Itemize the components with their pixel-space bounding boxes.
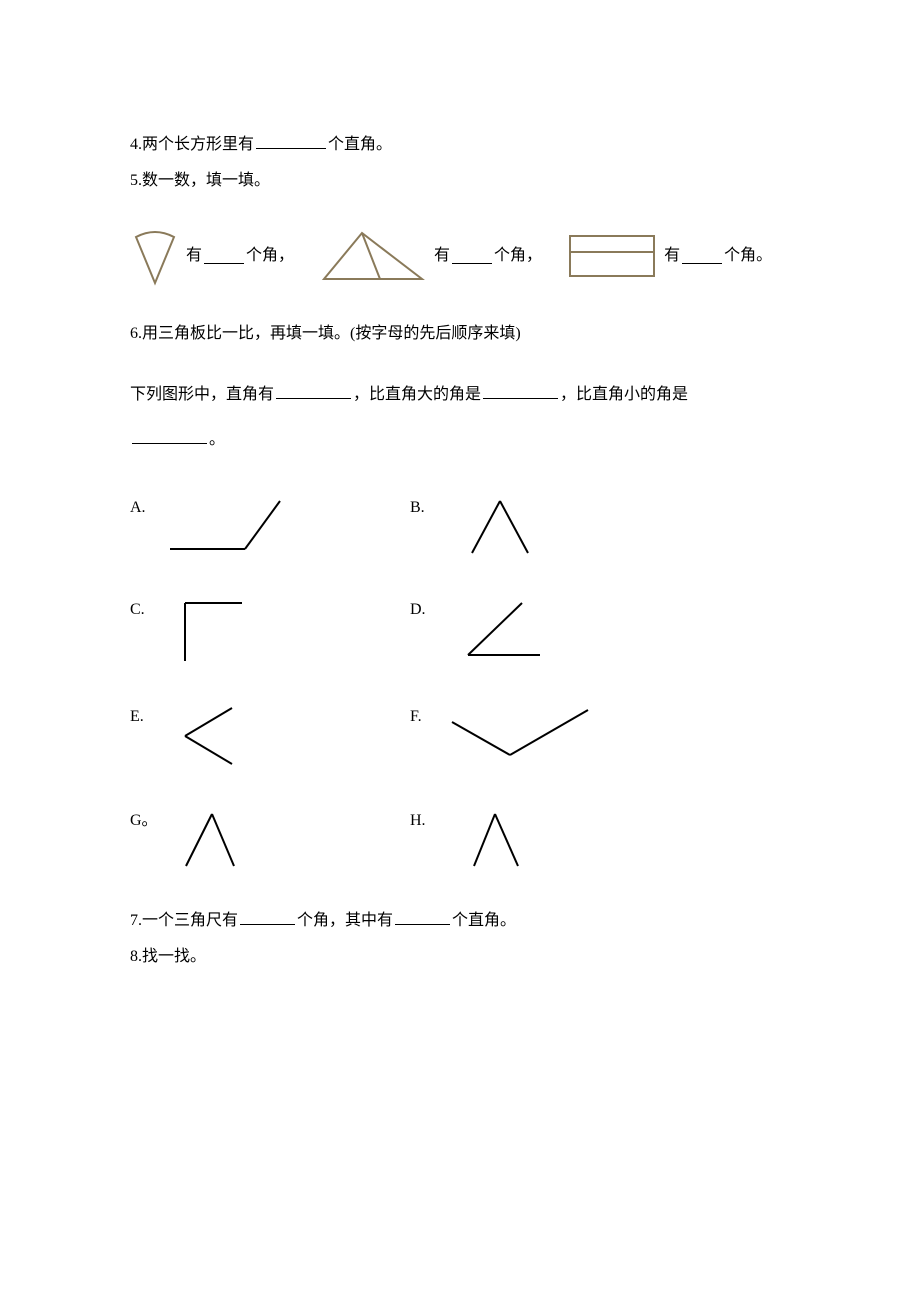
angle-cell-A: A. <box>130 491 410 561</box>
rect-split-icon <box>566 230 658 282</box>
angle-cell-H: H. <box>410 804 690 874</box>
angle-B-icon <box>440 491 560 561</box>
sector-shape-icon <box>130 225 180 287</box>
angle-cell-B: B. <box>410 491 690 561</box>
q5-item2-blank[interactable] <box>682 247 722 264</box>
q5-item-rect: 有 个角。 <box>566 230 772 282</box>
angle-row-2: C. D. <box>130 593 800 668</box>
angle-cell-G: G。 <box>130 804 410 874</box>
angle-label-B: B. <box>410 491 440 523</box>
q6-blank2[interactable] <box>483 382 558 399</box>
q6-blank1[interactable] <box>276 382 351 399</box>
angle-H-icon <box>440 804 550 874</box>
q5-item0-after: 个角， <box>246 241 294 271</box>
angle-cell-E: E. <box>130 700 410 772</box>
angle-D-icon <box>440 593 570 668</box>
q4-suffix: 个直角。 <box>328 136 392 153</box>
question-5-title: 5.数一数，填一填。 <box>130 166 800 196</box>
q4-blank[interactable] <box>256 132 326 149</box>
q5-item2-before: 有 <box>664 241 680 271</box>
q6-angles-grid: A. B. C. <box>130 491 800 874</box>
q7-p1: 7.一个三角尺有 <box>130 912 238 929</box>
q7-blank1[interactable] <box>240 908 295 925</box>
question-6-body: 下列图形中，直角有 ，比直角大的角是 ，比直角小的角是 。 <box>130 373 800 463</box>
angle-row-4: G。 H. <box>130 804 800 874</box>
q5-item-sector: 有 个角， <box>130 225 294 287</box>
q5-item0-blank[interactable] <box>204 247 244 264</box>
q6-part4: 。 <box>209 431 225 448</box>
triangle-split-icon <box>318 227 428 285</box>
angle-label-A: A. <box>130 491 160 523</box>
q5-item2-after: 个角。 <box>724 241 772 271</box>
q4-prefix: 4.两个长方形里有 <box>130 136 254 153</box>
angle-label-G: G。 <box>130 804 160 836</box>
angle-G-icon <box>160 804 270 874</box>
q7-blank2[interactable] <box>395 908 450 925</box>
q6-blank3[interactable] <box>132 427 207 444</box>
q6-part2: ，比直角大的角是 <box>353 386 481 403</box>
angle-E-icon <box>160 700 270 772</box>
angle-row-1: A. B. <box>130 491 800 561</box>
worksheet-page: 4.两个长方形里有个直角。 5.数一数，填一填。 有个角， 有个角， 有个 <box>0 0 920 1079</box>
q5-item1-after: 个角， <box>494 241 542 271</box>
angle-label-E: E. <box>130 700 160 732</box>
angle-F-icon <box>440 700 600 772</box>
q6-part1: 下列图形中，直角有 <box>130 386 274 403</box>
angle-label-D: D. <box>410 593 440 625</box>
q6-part3: ，比直角小的角是 <box>560 386 688 403</box>
q5-shapes-row: 有 个角， 有 个角， 有 个角。 <box>130 225 800 287</box>
angle-A-icon <box>160 491 300 561</box>
angle-label-H: H. <box>410 804 440 836</box>
angle-row-3: E. F. <box>130 700 800 772</box>
q7-p2: 个角，其中有 <box>297 912 393 929</box>
angle-cell-F: F. <box>410 700 690 772</box>
question-8: 8.找一找。 <box>130 942 800 972</box>
question-4: 4.两个长方形里有 个直角。 <box>130 130 800 160</box>
question-7: 7.一个三角尺有 个角，其中有 个直角。 <box>130 906 800 936</box>
question-6-title: 6.用三角板比一比，再填一填。(按字母的先后顺序来填) <box>130 319 800 349</box>
q5-item1-before: 有 <box>434 241 450 271</box>
angle-label-C: C. <box>130 593 160 625</box>
angle-cell-D: D. <box>410 593 690 668</box>
angle-C-icon <box>160 593 280 668</box>
q5-item-triangle: 有 个角， <box>318 227 542 285</box>
q5-item1-blank[interactable] <box>452 247 492 264</box>
q7-p3: 个直角。 <box>452 912 516 929</box>
q5-item0-before: 有 <box>186 241 202 271</box>
angle-cell-C: C. <box>130 593 410 668</box>
angle-label-F: F. <box>410 700 440 732</box>
